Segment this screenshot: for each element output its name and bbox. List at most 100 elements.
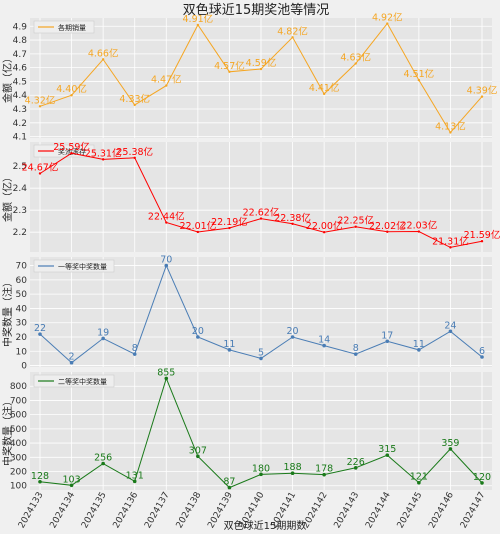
y-tick-label: 700 (10, 396, 27, 406)
data-label: 4.92亿 (372, 12, 403, 24)
data-point (448, 447, 453, 451)
y-tick-label: 400 (10, 439, 27, 449)
data-label: 4.39亿 (467, 85, 498, 97)
data-label: 22.62亿 (243, 207, 280, 219)
data-label: 24 (444, 320, 456, 331)
data-point (385, 339, 390, 344)
data-point (259, 217, 263, 220)
legend-box (33, 259, 115, 273)
data-label: 70 (160, 255, 172, 266)
data-label: 121 (410, 472, 428, 483)
legend: 奖池滚存 (33, 144, 95, 158)
data-label: 22.01亿 (180, 220, 217, 232)
data-label: 178 (315, 464, 333, 475)
y-tick-label: 4.1 (13, 133, 27, 143)
data-point (354, 62, 357, 65)
data-label: 256 (94, 453, 112, 464)
data-point (228, 70, 231, 73)
data-label: 131 (126, 470, 144, 481)
data-label: 4.59亿 (246, 57, 277, 69)
data-point (290, 471, 295, 476)
y-tick-label: 30 (16, 319, 28, 329)
data-point (291, 36, 294, 39)
data-point (196, 454, 200, 459)
data-label: 2 (69, 352, 75, 363)
data-point (291, 222, 294, 226)
y-axis-label: 中奖数量（注） (1, 396, 14, 466)
data-point (417, 230, 421, 233)
data-point (165, 221, 168, 224)
data-label: 22 (34, 323, 46, 334)
data-point (133, 156, 136, 160)
legend-box (33, 20, 95, 34)
data-label: 307 (189, 445, 207, 456)
data-label: 22.38亿 (274, 212, 311, 224)
data-point (196, 23, 200, 27)
data-label: 19 (97, 327, 109, 338)
data-point (322, 231, 326, 234)
data-point (417, 78, 421, 82)
data-label: 22.00亿 (306, 220, 343, 232)
y-tick-label: 2.2 (13, 228, 27, 238)
data-label: 25.59亿 (53, 141, 90, 153)
data-label: 8 (353, 343, 359, 354)
data-label: 6 (479, 346, 485, 357)
data-label: 22.25亿 (337, 215, 374, 227)
legend: 一等奖中奖数量 (33, 259, 115, 273)
data-label: 188 (284, 462, 302, 473)
data-label: 4.13亿 (435, 120, 466, 132)
data-point (322, 472, 326, 477)
data-point (101, 336, 105, 341)
y-axis-label: 金额（亿） (1, 172, 14, 222)
y-tick-label: 2.3 (13, 206, 27, 216)
data-point (132, 352, 137, 356)
data-label: 103 (63, 474, 81, 485)
subplot-2: 2.22.32.42.5金额（亿）奖池滚存24.67亿25.59亿25.31亿2… (1, 141, 500, 252)
data-label: 4.57亿 (214, 60, 245, 72)
data-point (196, 335, 200, 339)
y-tick-label: 100 (10, 482, 27, 492)
data-point (259, 67, 263, 71)
y-tick-label: 20 (16, 333, 28, 343)
legend: 各期销量 (33, 20, 95, 34)
subplot-4: 100 200 300 400 500 600 700 800 中奖数量（注） 二等奖中奖数量 12… (1, 367, 492, 492)
data-point (227, 348, 232, 352)
legend-label: 一等奖中奖数量 (58, 262, 107, 271)
data-point (132, 479, 137, 484)
data-point (69, 360, 74, 365)
data-label: 24.67亿 (22, 161, 59, 173)
y-tick-label: 4.3 (13, 105, 27, 115)
data-point (164, 376, 169, 381)
data-label: 4.33亿 (119, 93, 150, 105)
x-axis-label: 双色球近15期期数 (224, 519, 307, 532)
data-label: 359 (441, 438, 459, 449)
data-point (101, 158, 105, 161)
data-label: 5 (258, 347, 264, 358)
data-point (69, 483, 74, 488)
data-label: 4.63亿 (340, 52, 371, 64)
y-tick-label: 800 (10, 382, 27, 392)
y-tick-label: 4.8 (13, 36, 28, 46)
data-label: 11 (223, 339, 235, 350)
data-label: 4.41亿 (309, 82, 340, 94)
legend-label: 二等奖中奖数量 (58, 377, 107, 386)
data-label: 21.31亿 (432, 235, 469, 247)
data-point (101, 58, 105, 61)
data-point (353, 352, 358, 356)
data-point (38, 105, 42, 108)
data-point (70, 152, 73, 155)
y-tick-label: 2.4 (13, 184, 28, 194)
subplots: 4.1 4.2 4.3 4.4 4.5 4.6 4.7 4.8 4.9 金额（亿） 各期销量 4.32… (1, 12, 500, 492)
legend-box (33, 144, 95, 158)
data-label: 22.03亿 (401, 220, 438, 232)
data-label: 180 (252, 463, 270, 474)
y-tick-label: 2.5 (13, 162, 27, 172)
data-label: 22.02亿 (369, 220, 406, 232)
data-point (165, 84, 168, 87)
data-point (164, 263, 169, 268)
data-label: 4.82亿 (277, 25, 308, 37)
data-point (38, 172, 42, 175)
data-point (70, 94, 73, 97)
subplot-3: 010203040506070中奖数量（注）一等奖中奖数量22219870201… (1, 255, 492, 372)
y-tick-label: 4.5 (13, 77, 27, 87)
